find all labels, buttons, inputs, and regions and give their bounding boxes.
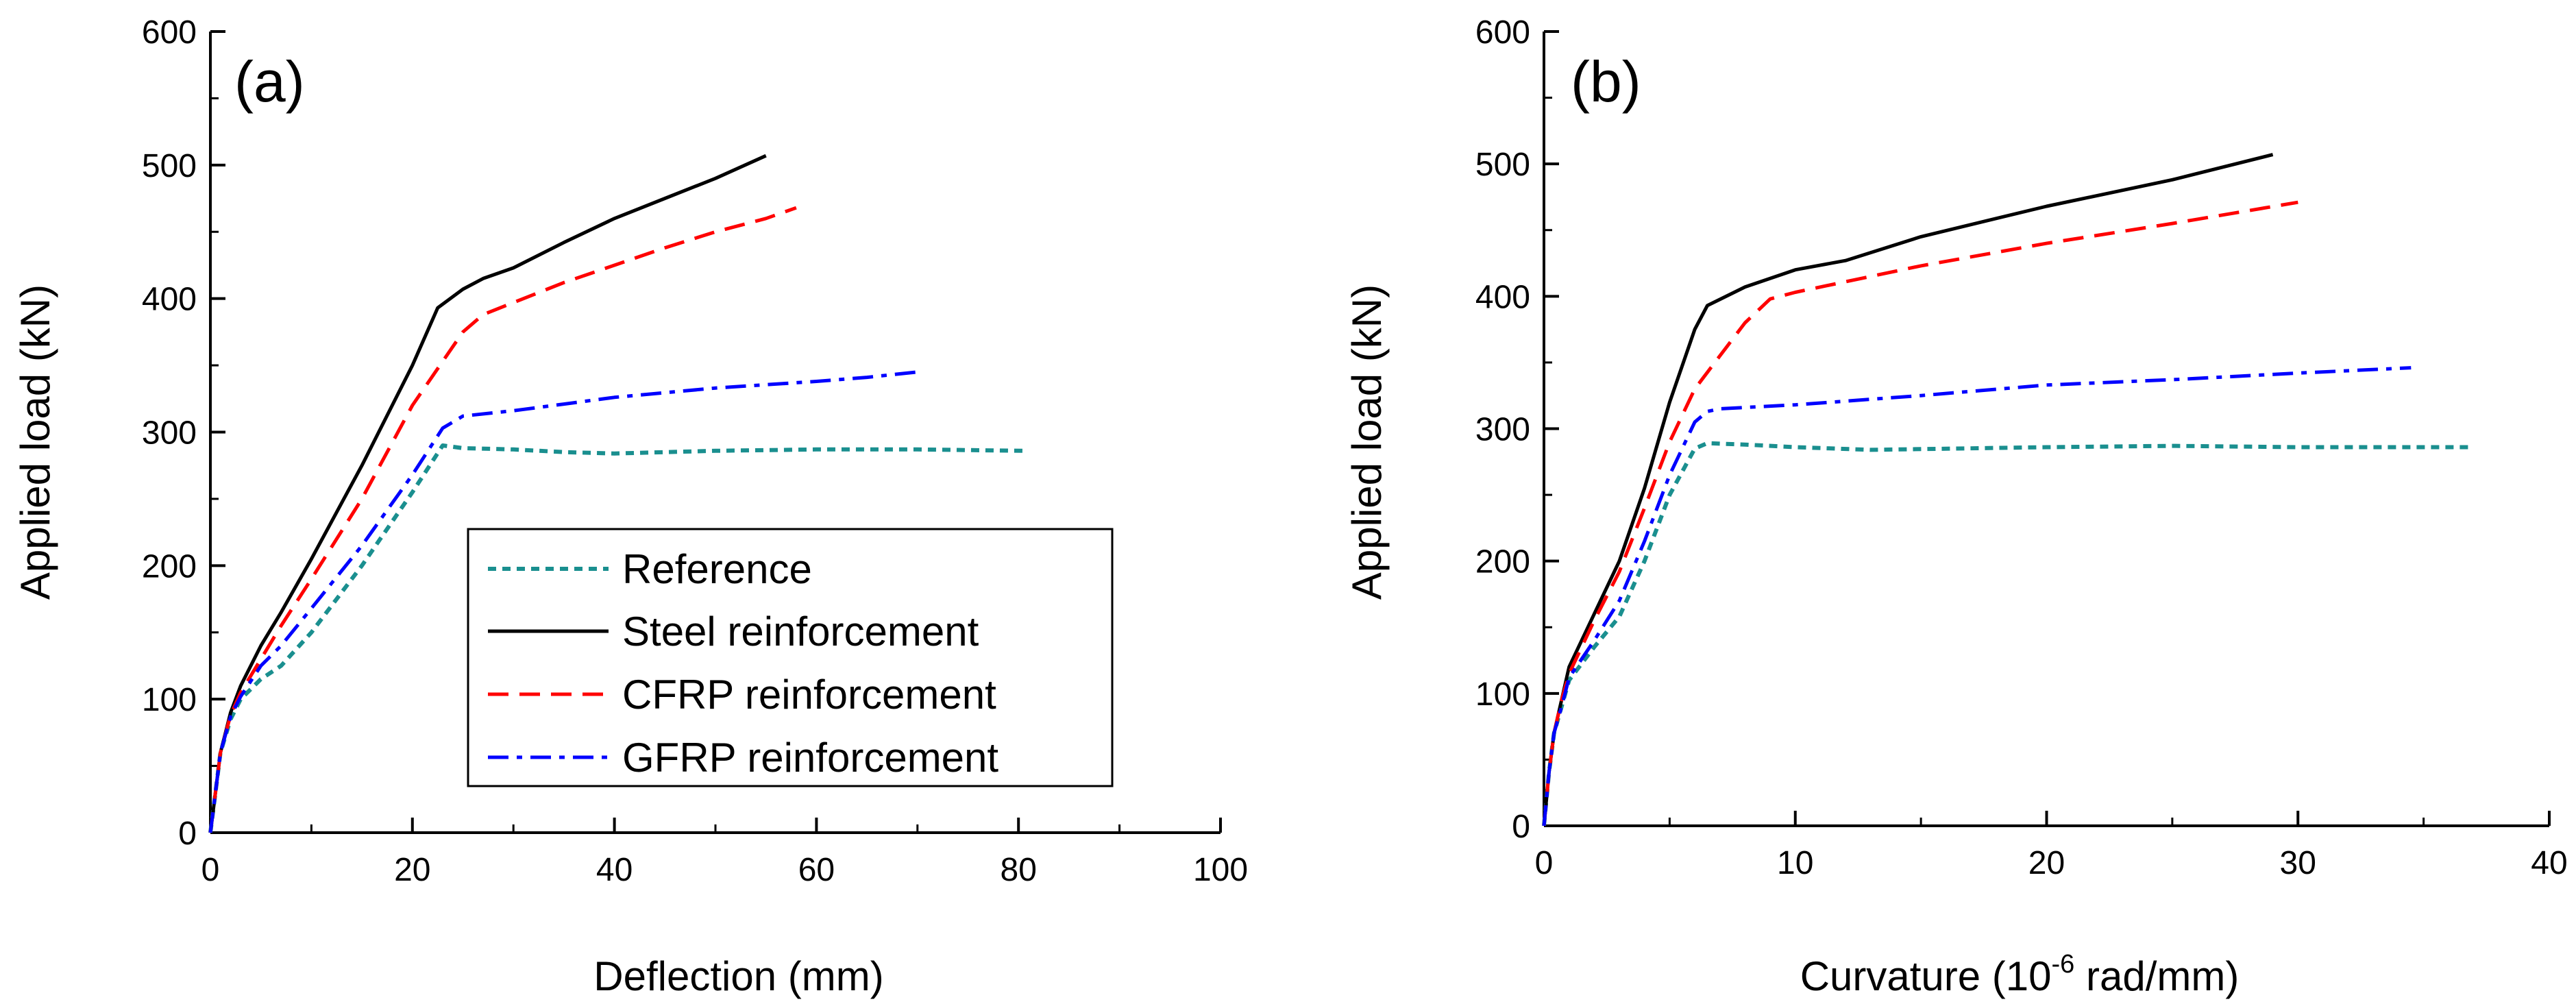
panel-b-xtick-label: 40 [2531,845,2567,881]
panel-a-ylabel: Applied load (kN) [12,284,58,600]
panel-a-xtick-label: 100 [1193,852,1248,888]
panel-b-ytick-label: 600 [1475,14,1530,51]
panel-a-xtick-label: 40 [596,852,633,888]
panel-a-ytick-label: 300 [142,415,197,452]
panel-b-ytick-label: 200 [1475,544,1530,580]
panel-b-ytick-label: 400 [1475,279,1530,315]
panel-b-series-gfrp [1542,366,2412,827]
panel-b-xtick-label: 10 [1777,845,1813,881]
panel-a-ytick-label: 500 [142,148,197,184]
panel-a-series-gfrp [208,370,918,833]
panel-a-xtick-label: 20 [394,852,430,888]
panel-b-series-steel [1542,153,2274,827]
panel-b-ylabel: Applied load (kN) [1344,284,1390,600]
panel-b-xtick-label: 20 [2028,845,2065,881]
panel-b-ytick-label: 100 [1475,676,1530,713]
panel-a-ytick-label: 0 [178,816,197,852]
panel-b-chart: Applied load (kN) Curvature (10-6 rad/mm… [1344,14,2568,999]
panel-b-series-cfrp [1542,200,2298,827]
panel-b-ytick-label: 500 [1475,147,1530,183]
panel-b-xtick-label: 30 [2280,845,2316,881]
panel-a-xtick-label: 0 [201,852,220,888]
panel-a-ytick-label: 400 [142,282,197,318]
legend-label-steel: Steel reinforcement [622,609,979,654]
panel-a-series-steel [208,154,767,833]
legend-label-cfrp: CFRP reinforcement [622,672,996,718]
panel-a-xlabel: Deflection (mm) [593,953,883,999]
panel-a-label: (a) [234,49,305,114]
legend: Reference Steel reinforcement CFRP reinf… [467,528,1114,787]
legend-label-reference: Reference [622,546,812,592]
panel-a-series-cfrp [208,206,797,833]
panel-b-label: (b) [1571,49,1641,114]
panel-a-xtick-label: 80 [1001,852,1037,888]
panel-b-ytick-label: 300 [1475,412,1530,448]
panel-b-xtick-label: 0 [1535,845,1554,881]
panel-b-ytick-label: 0 [1512,809,1530,845]
panel-b-xlabel: Curvature (10-6 rad/mm) [1800,950,2240,999]
panel-a-ytick-label: 600 [142,14,197,51]
panel-b-series-reference [1542,441,2469,827]
panel-a-ytick-label: 100 [142,682,197,718]
panel-a-chart: Applied load (kN) Deflection (mm) (a) 0 1… [12,14,1248,999]
panel-a-xtick-label: 60 [798,852,835,888]
legend-label-gfrp: GFRP reinforcement [622,735,998,781]
legend-box [467,528,1114,787]
panel-a-ytick-label: 200 [142,548,197,585]
